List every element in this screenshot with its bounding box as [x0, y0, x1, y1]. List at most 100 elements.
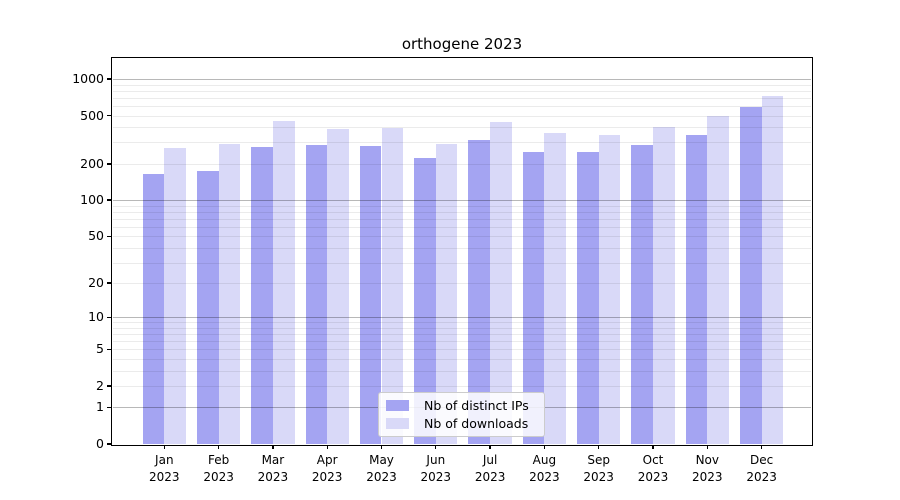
gridline-minor-80 — [113, 211, 811, 213]
x-tick-label-may: May 2023 — [352, 452, 412, 485]
x-tick-year-oct: 2023 — [637, 469, 669, 484]
x-tick-label-nov: Nov 2023 — [677, 452, 737, 485]
x-tick-year-aug: 2023 — [529, 469, 560, 484]
bar-distinct-ips-mar — [251, 146, 273, 444]
bar-downloads-feb — [218, 144, 241, 444]
x-tick-year-jun: 2023 — [420, 469, 452, 484]
y-tick-label-100: 100 — [80, 192, 104, 208]
bar-distinct-ips-feb — [196, 170, 219, 444]
x-tick-mark-oct — [652, 445, 654, 450]
x-tick-month-jun: Jun — [426, 453, 446, 467]
legend-swatch-distinct-ips — [386, 400, 409, 411]
x-tick-year-mar: 2023 — [257, 469, 289, 484]
bar-distinct-ips-apr — [305, 145, 328, 444]
gridline-major-10 — [113, 317, 811, 319]
gridline-minor-200 — [113, 163, 811, 165]
bar-downloads-jan — [164, 148, 186, 444]
bar-downloads-mar — [272, 121, 295, 444]
x-tick-month-aug: Aug — [532, 453, 557, 467]
bar-downloads-apr — [327, 128, 349, 444]
gridline-minor-60 — [113, 226, 811, 228]
gridline-minor-600 — [113, 105, 811, 107]
y-tick-label-1: 1 — [96, 399, 104, 415]
x-tick-month-may: May — [369, 453, 394, 467]
x-tick-mark-aug — [543, 445, 546, 450]
x-tick-year-nov: 2023 — [692, 469, 723, 484]
bar-downloads-nov — [707, 116, 729, 444]
x-tick-label-jul: Jul 2023 — [460, 452, 520, 485]
y-tick-mark-2 — [107, 385, 112, 387]
x-tick-mark-feb — [217, 445, 220, 450]
y-tick-mark-1000 — [107, 78, 112, 80]
bar-downloads-dec — [761, 95, 784, 444]
gridline-minor-2 — [113, 385, 811, 387]
legend: Nb of distinct IPs Nb of downloads — [378, 392, 545, 437]
bar-downloads-oct — [653, 126, 675, 444]
x-tick-month-jan: Jan — [155, 453, 174, 467]
y-tick-mark-500 — [107, 114, 112, 117]
gridline-major-1000 — [113, 78, 811, 80]
bar-downloads-may — [381, 127, 404, 444]
gridline-minor-4 — [113, 358, 811, 360]
gridline-minor-20 — [113, 283, 811, 285]
bar-distinct-ips-jan — [142, 173, 165, 444]
x-tick-label-jan: Jan 2023 — [134, 452, 194, 485]
x-tick-month-sep: Sep — [587, 453, 610, 467]
x-tick-mark-dec — [760, 445, 763, 450]
chart-title: orthogene 2023 — [401, 35, 523, 53]
y-tick-label-500: 500 — [80, 107, 104, 123]
x-tick-mark-jun — [435, 445, 437, 450]
gridline-minor-500 — [113, 115, 811, 117]
x-tick-year-apr: 2023 — [311, 469, 343, 484]
x-tick-label-jun: Jun 2023 — [406, 452, 466, 485]
y-tick-label-5: 5 — [96, 341, 104, 357]
x-tick-mark-sep — [598, 445, 600, 450]
x-tick-year-dec: 2023 — [746, 469, 777, 484]
x-tick-month-nov: Nov — [695, 453, 719, 467]
gridline-minor-50 — [113, 236, 811, 238]
bar-downloads-jul — [490, 122, 512, 444]
bar-distinct-ips-may — [359, 146, 382, 444]
legend-label-downloads: Nb of downloads — [424, 416, 529, 431]
y-tick-label-200: 200 — [80, 155, 104, 171]
x-tick-month-mar: Mar — [261, 453, 285, 467]
x-tick-label-apr: Apr 2023 — [297, 452, 357, 485]
x-tick-label-sep: Sep 2023 — [569, 452, 629, 485]
gridline-minor-30 — [113, 262, 811, 264]
x-tick-mark-nov — [706, 445, 708, 450]
x-tick-mark-may — [380, 445, 383, 450]
legend-label-distinct-ips: Nb of distinct IPs — [424, 398, 529, 413]
y-tick-mark-5 — [107, 348, 112, 351]
bar-distinct-ips-nov — [685, 134, 708, 444]
gridline-minor-90 — [113, 205, 811, 207]
gridline-minor-40 — [113, 247, 811, 249]
gridline-minor-700 — [113, 97, 811, 99]
x-tick-mark-jan — [163, 445, 165, 450]
bar-downloads-jun — [435, 144, 458, 444]
legend-item-distinct-ips: Nb of distinct IPs — [386, 398, 544, 413]
x-tick-month-apr: Apr — [316, 453, 338, 467]
x-tick-mark-jul — [489, 445, 491, 450]
y-tick-label-2: 2 — [96, 377, 104, 393]
x-tick-label-feb: Feb 2023 — [189, 452, 249, 485]
gridline-minor-800 — [113, 90, 811, 92]
gridline-minor-9 — [113, 322, 811, 324]
x-tick-month-oct: Oct — [642, 453, 664, 467]
y-tick-mark-20 — [107, 282, 112, 284]
x-tick-month-dec: Dec — [749, 453, 774, 467]
x-tick-label-oct: Oct 2023 — [623, 452, 683, 485]
gridline-minor-7 — [113, 334, 811, 336]
x-tick-year-jul: 2023 — [474, 469, 506, 484]
y-tick-label-20: 20 — [88, 275, 104, 291]
gridline-major-100 — [113, 200, 811, 202]
y-tick-label-50: 50 — [88, 228, 104, 244]
bars-layer — [113, 59, 811, 444]
x-tick-mark-mar — [272, 445, 274, 450]
y-tick-label-0: 0 — [96, 436, 104, 451]
gridline-minor-6 — [113, 341, 811, 343]
bar-downloads-sep — [598, 135, 621, 444]
gridline-minor-5 — [113, 349, 811, 351]
legend-item-downloads: Nb of downloads — [386, 416, 544, 431]
bar-distinct-ips-sep — [577, 152, 599, 444]
x-tick-label-dec: Dec 2023 — [732, 452, 792, 485]
